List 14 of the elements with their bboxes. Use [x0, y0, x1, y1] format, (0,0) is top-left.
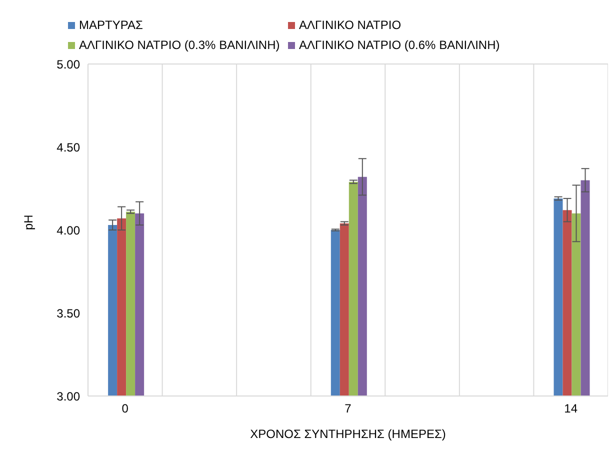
y-axis-title: pH — [21, 214, 36, 230]
y-tick-label: 3.00 — [56, 389, 80, 404]
y-tick-label: 4.50 — [56, 140, 80, 154]
x-tick-label: 0 — [122, 402, 129, 416]
y-tick-label: 3.50 — [56, 306, 80, 320]
x-tick-label: 7 — [344, 402, 352, 416]
y-tick-label: 5.00 — [56, 57, 80, 72]
y-tick-label: 4.00 — [56, 223, 80, 238]
legend-label: ΑΛΓΙΝΙΚΟ ΝΑΤΡΙΟ (0.6% ΒΑΝΙΛΙΝΗ) — [299, 38, 500, 52]
legend-label: ΑΛΓΙΝΙΚΟ ΝΑΤΡΙΟ (0.3% ΒΑΝΙΛΙΝΗ) — [79, 38, 280, 52]
legend-label: ΑΛΓΙΝΙΚΟ ΝΑΤΡΙΟ — [299, 18, 402, 32]
x-tick-label: 14 — [564, 402, 578, 416]
legend-label: ΜΑΡΤΥΡΑΣ — [79, 18, 143, 32]
x-axis-title: ΧΡΟΝΟΣ ΣΥΝΤΗΡΗΣΗΣ (ΗΜΕΡΕΣ) — [250, 427, 446, 441]
